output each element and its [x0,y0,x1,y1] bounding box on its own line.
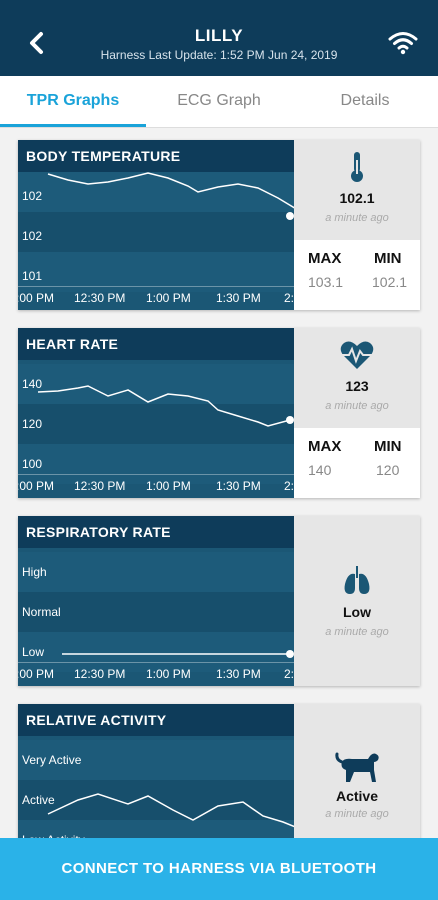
back-button[interactable] [22,28,52,58]
time-label: 1:30 PM [216,479,261,493]
y-label: 102 [22,229,43,243]
connect-bluetooth-button[interactable]: CONNECT TO HARNESS VIA BLUETOOTH [0,838,438,900]
tab-ecg-graph[interactable]: ECG Graph [177,92,261,109]
heart-rate-card[interactable]: HEART RATE 140 120 100 :00 PM 12:30 PM 1… [18,328,420,498]
time-label: 1:30 PM [216,667,261,681]
max-value: 140 [308,462,332,478]
heart-pulse-icon [340,341,374,369]
respiratory-value: Low [343,604,371,620]
y-label: Very Active [22,753,82,767]
heart-rate-summary: 123 a minute ago MAX MIN 140 120 [294,328,420,498]
heart-rate-line [37,385,294,427]
y-label: High [22,565,47,579]
respiratory-line [62,650,294,658]
max-value: 103.1 [308,274,344,290]
active-tab-indicator [0,124,146,127]
time-axis: :00 PM 12:30 PM 1:00 PM 1:30 PM 2: [18,286,294,310]
y-label: 100 [22,457,43,471]
temperature-summary: 102.1 a minute ago MAX MIN 103.1 102.1 [294,140,420,310]
time-label: 1:00 PM [146,479,191,493]
updated-ago: a minute ago [325,212,389,224]
heart-rate-graph: HEART RATE 140 120 100 :00 PM 12:30 PM 1… [18,328,294,498]
wifi-button[interactable] [388,30,418,56]
pet-name: LILLY [194,26,244,45]
y-label: Normal [22,605,61,619]
min-label: MIN [374,250,402,267]
time-axis: :00 PM 12:30 PM 1:00 PM 1:30 PM 2: [18,474,294,498]
time-label: 1:30 PM [216,291,261,305]
time-axis: :00 PM 12:30 PM 1:00 PM 1:30 PM 2: [18,662,294,686]
updated-ago: a minute ago [325,626,389,638]
activity-line [47,793,294,828]
activity-value: Active [335,788,379,804]
tab-tpr-graphs[interactable]: TPR Graphs [26,92,120,109]
respiratory-summary: Low a minute ago [294,516,420,686]
tab-details[interactable]: Details [340,92,390,109]
respiratory-rate-graph: RESPIRATORY RATE High Normal Low :00 PM … [18,516,294,686]
updated-ago: a minute ago [325,808,389,820]
y-label: 102 [22,189,43,203]
min-label: MIN [374,438,402,455]
time-label: :00 PM [18,479,55,493]
time-label: 12:30 PM [74,479,126,493]
y-label: 140 [22,377,43,391]
body-temperature-graph: BODY TEMPERATURE 102 102 101 :00 PM 12:3… [18,140,294,310]
min-max-panel: MAX MIN 103.1 102.1 [294,240,420,310]
time-label: 1:00 PM [146,291,191,305]
thermometer-icon [351,152,363,182]
y-label: Low [22,645,45,659]
body-temperature-card[interactable]: BODY TEMPERATURE 102 102 101 :00 PM 12:3… [18,140,420,310]
last-update-text: Harness Last Update: 1:52 PM Jun 24, 201… [100,48,338,62]
temperature-value: 102.1 [339,190,375,206]
chevron-left-icon [30,32,43,54]
card-title: BODY TEMPERATURE [18,140,294,172]
app-header: LILLY Harness Last Update: 1:52 PM Jun 2… [0,0,438,76]
time-label: 12:30 PM [74,667,126,681]
min-max-panel: MAX MIN 140 120 [294,428,420,498]
time-label: 2: [284,291,294,305]
y-label: 120 [22,417,43,431]
min-value: 102.1 [372,274,408,290]
card-title: RESPIRATORY RATE [18,516,294,548]
time-label: 2: [284,667,294,681]
tab-bar: TPR Graphs ECG Graph Details [0,76,438,128]
time-label: :00 PM [18,291,55,305]
heart-rate-value: 123 [345,378,369,394]
card-title: HEART RATE [18,328,294,360]
max-label: MAX [308,250,342,267]
time-label: 12:30 PM [74,291,126,305]
time-label: :00 PM [18,667,55,681]
time-label: 1:00 PM [146,667,191,681]
y-label: Active [22,793,55,807]
respiratory-rate-card[interactable]: RESPIRATORY RATE High Normal Low :00 PM … [18,516,420,686]
wifi-icon [388,32,418,55]
dog-icon [335,752,379,782]
temperature-line [47,172,294,220]
time-label: 2: [284,479,294,493]
max-label: MAX [308,438,342,455]
card-title: RELATIVE ACTIVITY [18,704,294,736]
lungs-icon [344,566,370,594]
y-label: 101 [22,269,43,283]
min-value: 120 [376,462,400,478]
updated-ago: a minute ago [325,400,389,412]
